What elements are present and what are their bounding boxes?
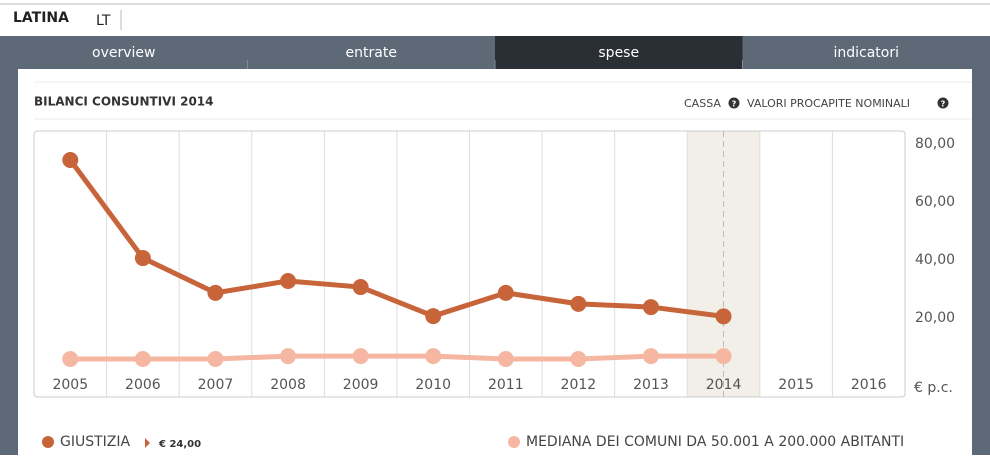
data-point [570,351,586,367]
tab-bar: overview entrate spese indicatori [0,36,990,69]
x-tick-label: 2015 [778,377,814,393]
y-tick-label: 20,00 [915,310,955,326]
tab-label[interactable]: indicatori [833,45,899,61]
data-point [280,348,296,364]
tab-label[interactable]: spese [598,45,639,61]
x-tick-label: 2010 [415,377,451,393]
data-point [425,348,441,364]
help-icon-glyph: ? [941,100,946,109]
panel-title: BILANCI CONSUNTIVI 2014 [34,95,214,109]
data-point [498,351,514,367]
data-point [135,351,151,367]
tab-label[interactable]: entrate [346,45,397,61]
help-icon-glyph: ? [732,100,737,109]
tab-label[interactable]: overview [92,45,155,61]
x-tick-label: 2013 [633,377,669,393]
legend-label[interactable]: MEDIANA DEI COMUNI DA 50.001 A 200.000 A… [526,434,904,450]
data-point [570,296,586,312]
x-unit: € p.c. [914,380,953,396]
province: LT [96,13,111,29]
legend-value: € 24,00 [158,439,201,450]
city-name: LATINA [13,10,69,26]
data-point [135,250,151,266]
x-tick-label: 2005 [52,377,88,393]
legend-label[interactable]: GIUSTIZIA [60,434,131,450]
data-point [498,285,514,301]
option[interactable]: CASSA [684,97,721,110]
legend-marker [42,436,54,448]
data-point [207,351,223,367]
y-tick-label: 60,00 [915,194,955,210]
data-point [353,279,369,295]
x-tick-label: 2016 [851,377,887,393]
data-point [62,351,78,367]
data-point [280,273,296,289]
y-tick-label: 80,00 [915,136,955,152]
x-tick-label: 2011 [488,377,524,393]
y-tick-label: 40,00 [915,252,955,268]
x-tick-label: 2008 [270,377,306,393]
data-point [716,308,732,324]
data-point [425,308,441,324]
data-point [62,152,78,168]
data-point [207,285,223,301]
data-point [353,348,369,364]
x-tick-label: 2012 [561,377,597,393]
x-tick-label: 2006 [125,377,161,393]
data-point [716,348,732,364]
option[interactable]: VALORI PROCAPITE NOMINALI [747,97,910,110]
legend-marker [508,436,520,448]
data-point [643,299,659,315]
x-tick-label: 2014 [706,377,742,393]
data-point [643,348,659,364]
series-line [70,356,723,359]
x-tick-label: 2007 [198,377,234,393]
x-tick-label: 2009 [343,377,379,393]
